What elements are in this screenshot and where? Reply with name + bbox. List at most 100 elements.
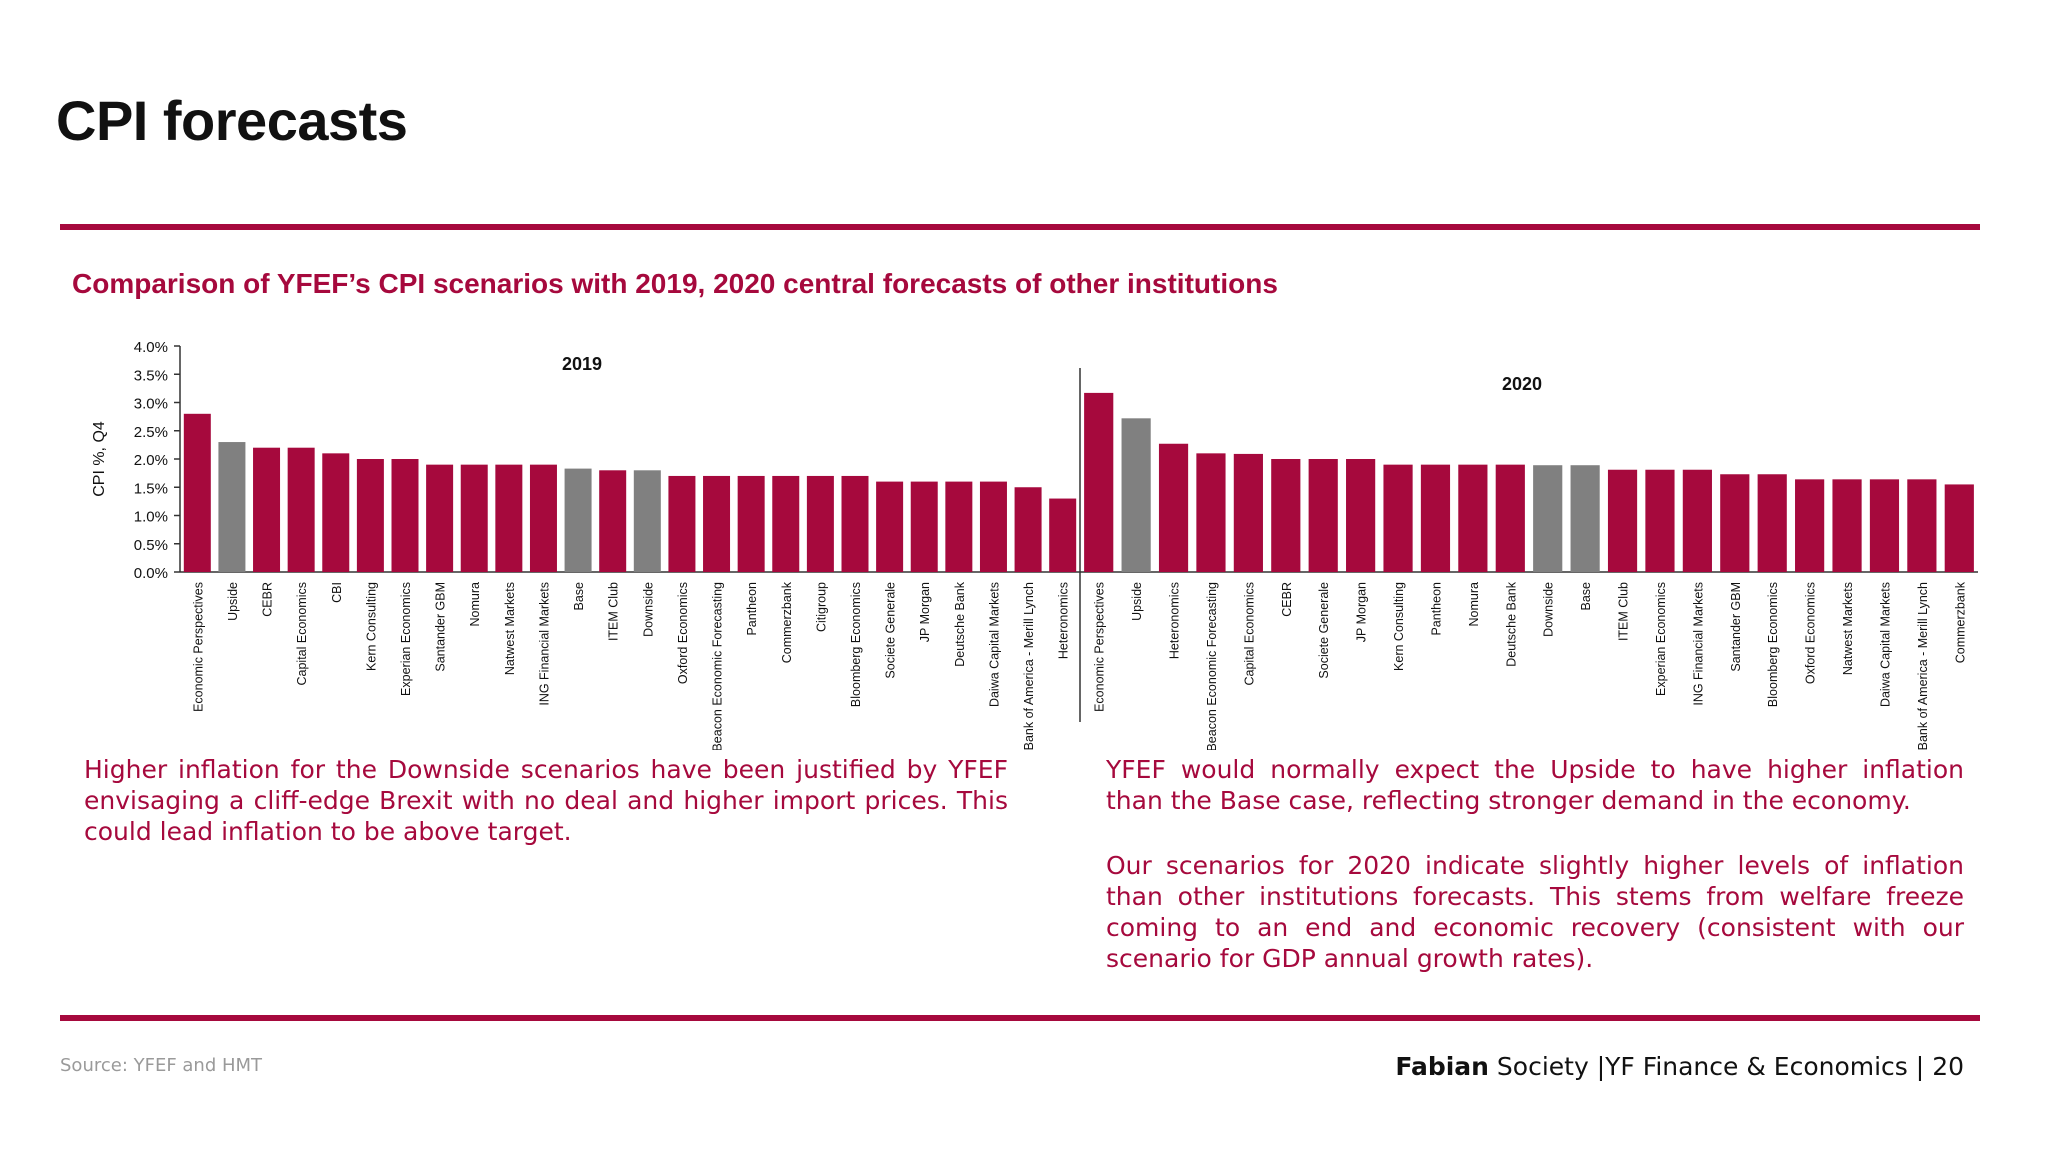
x-tick-label: JP Morgan <box>1355 582 1369 642</box>
x-tick-label: CEBR <box>1280 582 1294 617</box>
x-tick-label: Bank of America - Merill Lynch <box>1916 582 1930 750</box>
x-tick-label: Economic Perspectives <box>191 582 205 712</box>
institution-bar <box>703 475 731 572</box>
x-tick-label: Heteronomics <box>1057 582 1071 659</box>
x-tick-label: ING Financial Markets <box>1691 582 1705 706</box>
institution-bar <box>426 464 454 572</box>
y-tick-label: 2.5% <box>134 424 168 441</box>
x-tick-label: Kern Consulting <box>1392 582 1406 671</box>
note-upside: YFEF would normally expect the Upside to… <box>1106 755 1964 815</box>
x-tick-label: Beacon Economic Forecasting <box>711 582 725 750</box>
cpi-bar-chart: 0.0% 0.5% 1.0% 1.5% 2.0% 2.5% 3.0% 3.5% 4.0% CPI … <box>91 339 1978 750</box>
panel-label-2019: 2019 <box>562 354 602 374</box>
x-tick-label: Downside <box>1542 582 1556 637</box>
y-tick-label: 1.0% <box>134 509 168 526</box>
institution-bar <box>737 475 765 572</box>
x-tick-label: Downside <box>641 582 655 637</box>
x-tick-label: Deutsche Bank <box>953 581 967 667</box>
x-tick-label: Daiwa Capital Markets <box>987 582 1001 707</box>
institution-bar <box>1158 443 1189 572</box>
institution-bar <box>910 481 938 572</box>
y-tick-label: 0.0% <box>134 565 168 582</box>
x-tick-label: Santander GBM <box>434 582 448 672</box>
footer-org: Society <box>1496 1052 1589 1081</box>
x-tick-label: Oxford Economics <box>1804 582 1818 684</box>
institution-bar <box>1383 464 1413 572</box>
institution-bar <box>1682 469 1712 572</box>
institution-bar <box>1645 469 1675 572</box>
institution-bar <box>1832 479 1862 572</box>
institution-bar <box>460 464 488 572</box>
institution-bar <box>183 413 211 572</box>
x-tick-label: Bloomberg Economics <box>1766 582 1780 707</box>
x-tick-label: Upside <box>1130 582 1144 621</box>
footer-separator: | <box>1596 1052 1606 1081</box>
x-tick-label: Nomura <box>1467 582 1481 627</box>
footer-dept: YF Finance & Economics <box>1605 1052 1908 1081</box>
scenario-bar <box>218 442 246 572</box>
institution-bar <box>1084 392 1114 572</box>
institution-bar <box>945 481 973 572</box>
x-tick-label: Economic Perspectives <box>1093 582 1107 712</box>
y-tick-label: 3.0% <box>134 396 168 413</box>
x-tick-label: CEBR <box>261 582 275 617</box>
institution-bar <box>1495 464 1525 572</box>
institution-bar <box>1014 487 1042 572</box>
page-number: 20 <box>1932 1052 1964 1081</box>
x-tick-label: JP Morgan <box>918 582 932 642</box>
x-tick-label: Nomura <box>468 582 482 627</box>
x-tick-label: Base <box>1579 582 1593 611</box>
institution-bar <box>668 475 696 572</box>
y-tick-label: 0.5% <box>134 537 168 554</box>
institution-bar <box>322 453 350 572</box>
footer: Fabian Society |YF Finance & Economics |… <box>1395 1052 1964 1081</box>
institution-bar <box>253 447 281 572</box>
x-tick-label: ITEM Club <box>1617 582 1631 641</box>
x-tick-label: Base <box>572 582 586 611</box>
footer-brand: Fabian <box>1395 1052 1489 1081</box>
x-tick-label: Citigroup <box>814 582 828 632</box>
x-tick-label: Experian Economics <box>1654 582 1668 696</box>
scenario-bar <box>564 468 592 572</box>
x-tick-label: Pantheon <box>1429 582 1443 636</box>
x-tick-label: Pantheon <box>745 582 759 636</box>
institution-bar <box>495 464 523 572</box>
bottom-divider <box>60 1015 1980 1021</box>
x-tick-label: Commerzbank <box>1953 581 1967 663</box>
x-tick-label: Upside <box>226 582 240 621</box>
x-tick-label: ITEM Club <box>607 582 621 641</box>
source-note: Source: YFEF and HMT <box>60 1055 263 1076</box>
institution-bar <box>1049 498 1077 572</box>
institution-bar <box>529 464 557 572</box>
institution-bar <box>1907 479 1937 572</box>
x-tick-label: ING Financial Markets <box>537 582 551 706</box>
x-tick-label: Capital Economics <box>1242 582 1256 686</box>
institution-bar <box>599 470 627 572</box>
institution-bar <box>1757 474 1787 572</box>
institution-bar <box>287 447 315 572</box>
institution-bar <box>391 459 419 572</box>
institution-bar <box>1346 459 1376 572</box>
institution-bar <box>1308 459 1338 572</box>
institution-bar <box>1795 479 1825 572</box>
institution-bar <box>1458 464 1488 572</box>
y-tick-label: 1.5% <box>134 480 168 497</box>
note-2020: Our scenarios for 2020 indicate slightly… <box>1106 851 1964 973</box>
institution-bar <box>876 481 904 572</box>
institution-bar <box>1869 479 1900 572</box>
institution-bar <box>1720 474 1750 572</box>
x-tick-label: Beacon Economic Forecasting <box>1205 582 1219 750</box>
institution-bar <box>1944 484 1974 572</box>
x-tick-label: Heteronomics <box>1168 582 1182 659</box>
x-tick-label: Bloomberg Economics <box>849 582 863 707</box>
x-tick-label: Deutsche Bank <box>1504 581 1518 667</box>
x-tick-label: Capital Economics <box>295 582 309 686</box>
page-title: CPI forecasts <box>56 89 408 152</box>
y-tick-label: 2.0% <box>134 452 168 469</box>
scenario-bar <box>1570 465 1600 572</box>
scenario-bar <box>1121 418 1151 572</box>
x-tick-label: Natwest Markets <box>1841 582 1855 675</box>
x-tick-label: Societe Generale <box>1317 582 1331 679</box>
institution-bar <box>1271 459 1301 572</box>
y-axis-label: CPI %, Q4 <box>91 421 108 497</box>
